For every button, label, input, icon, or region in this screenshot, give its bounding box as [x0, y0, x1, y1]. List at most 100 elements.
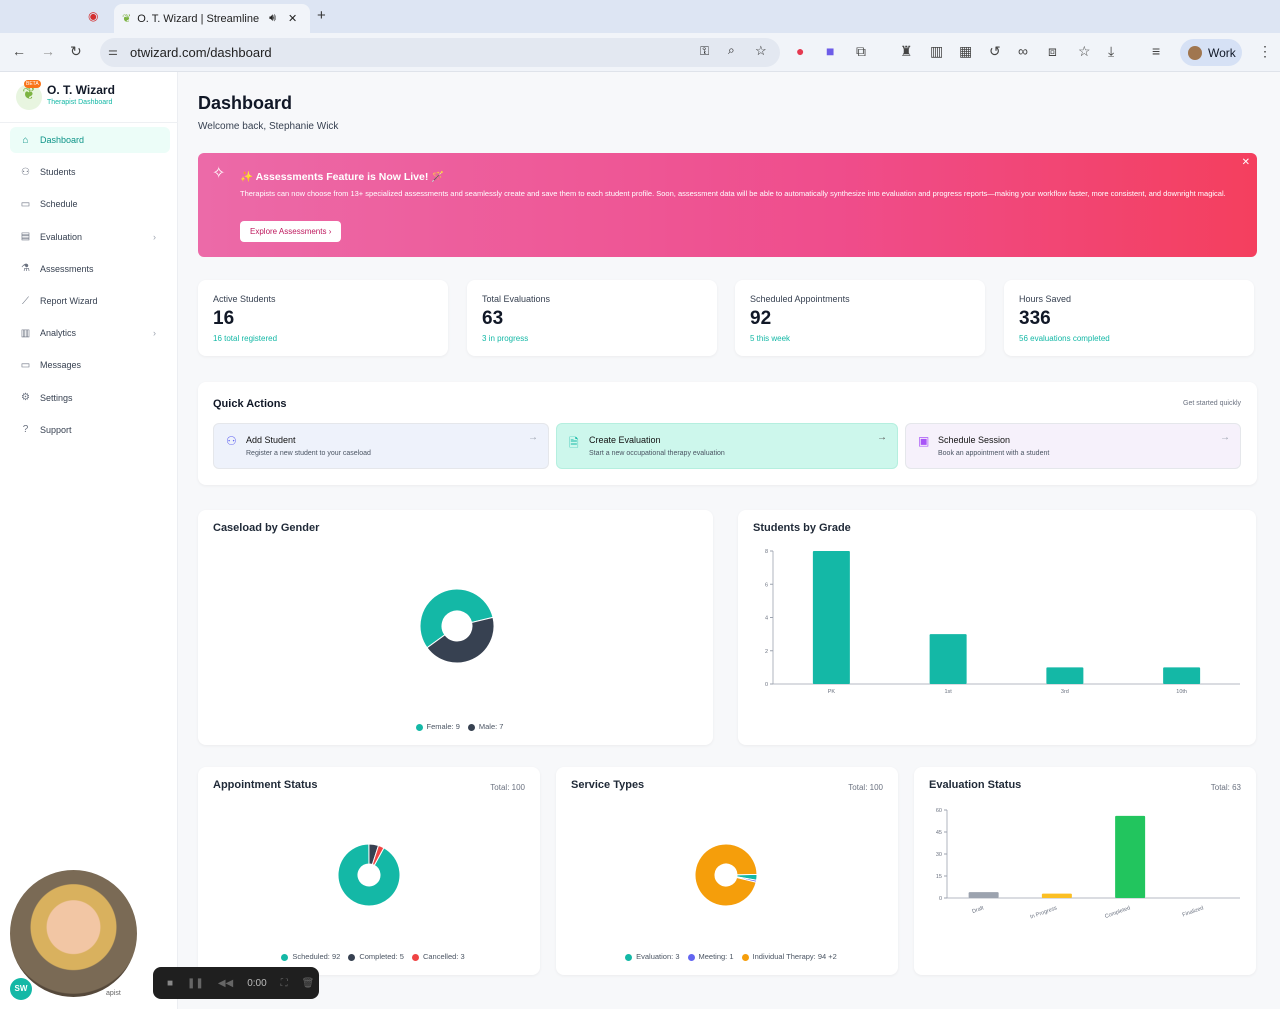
stat-card: Active Students 16 16 total registered: [198, 280, 448, 356]
qr-code-icon[interactable]: ▦: [959, 43, 973, 59]
back-icon[interactable]: ←: [12, 43, 26, 59]
browser-tab[interactable]: ❦ O. T. Wizard | Streamline 🔊︎ ✕: [114, 4, 310, 33]
delete-icon[interactable]: 🗑︎: [301, 977, 315, 989]
x-tick-label: Completed: [1104, 905, 1131, 920]
sidebar-item-support[interactable]: ? Support: [10, 417, 170, 443]
profile-button[interactable]: Work: [1180, 39, 1242, 66]
address-bar[interactable]: ⚌ otwizard.com/dashboard ⚿ ⌕ ☆: [100, 38, 780, 67]
browser-tab-bar: ◉ ❦ O. T. Wizard | Streamline 🔊︎ ✕ +: [0, 0, 1280, 33]
stat-value: 336: [1019, 308, 1051, 329]
donut-chart: [337, 843, 401, 907]
rewind-icon[interactable]: ◀◀: [217, 977, 234, 989]
bar-completed[interactable]: [1115, 815, 1146, 898]
sidebar-item-students[interactable]: ⚇ Students: [10, 159, 170, 185]
bookmarks-icon[interactable]: ☆: [1078, 43, 1091, 59]
y-tick-label: 0: [939, 896, 942, 902]
user-plus-icon: ⚇: [226, 434, 237, 448]
download-icon[interactable]: ⤓: [1108, 43, 1115, 59]
password-key-icon[interactable]: ⚿: [700, 44, 710, 58]
bar-1st[interactable]: [929, 634, 967, 684]
browser-toolbar: ← → ↻ ⚌ otwizard.com/dashboard ⚿ ⌕ ☆ ● ■…: [0, 33, 1280, 72]
extension-purple-icon[interactable]: ■: [826, 43, 835, 59]
close-banner-icon[interactable]: ✕: [1241, 157, 1250, 168]
site-settings-icon[interactable]: ⚌: [108, 46, 118, 58]
legend-more[interactable]: +2: [828, 952, 837, 961]
media-icon[interactable]: ≡: [1152, 43, 1161, 59]
slice-male[interactable]: [426, 616, 495, 664]
sidebar-item-schedule[interactable]: ▭ Schedule: [10, 191, 170, 217]
legend-dot: [467, 723, 475, 731]
chart-legend: Scheduled: 92 Completed: 5 Cancelled: 3: [198, 952, 540, 961]
recorder-controls: ■ ❚❚ ◀◀ 0:00 ⛶ 🗑︎: [153, 967, 319, 999]
chart-legend: Evaluation: 3 Meeting: 1 Individual Therap…: [556, 952, 898, 961]
action-desc: Register a new student to your caseload: [246, 450, 371, 457]
sidebar-item-report-wizard[interactable]: ⟋ Report Wizard: [10, 288, 170, 314]
slice-scheduled[interactable]: [337, 843, 401, 907]
extensions-icon[interactable]: ⧉: [856, 43, 866, 59]
legend-item: Male: 7: [478, 722, 504, 731]
x-tick-label: In Progress: [1029, 905, 1058, 920]
menu-kebab-icon[interactable]: ⋮: [1258, 43, 1272, 59]
legend-item: Scheduled: 92: [292, 952, 341, 961]
link-icon[interactable]: ∞: [1018, 43, 1028, 59]
sidebar-item-dashboard[interactable]: ⌂ Dashboard: [10, 127, 170, 153]
arrow-right-icon: →: [877, 432, 887, 443]
y-tick-label: 60: [936, 808, 942, 814]
zoom-icon[interactable]: ⌕: [728, 43, 735, 57]
bookmark-star-icon[interactable]: ☆: [755, 43, 767, 58]
sidebar-item-label: Support: [40, 424, 72, 435]
crop-icon[interactable]: ⛶: [280, 977, 288, 989]
record-icon[interactable]: ◉: [88, 9, 99, 23]
incognito-icon[interactable]: ♜: [900, 43, 913, 59]
close-tab-icon[interactable]: ✕: [288, 13, 298, 25]
add-student-button[interactable]: ⚇ Add Student Register a new student to yo…: [213, 423, 549, 469]
stat-label: Active Students: [213, 294, 276, 304]
trash-icon[interactable]: ▥: [930, 43, 944, 59]
explore-assessments-label: Explore Assessments: [250, 227, 327, 236]
sidebar-item-messages[interactable]: ▭ Messages: [10, 352, 170, 378]
bar-10th[interactable]: [1163, 667, 1201, 684]
create-evaluation-button[interactable]: 🗎︎ Create Evaluation Start a new occupatio…: [556, 423, 898, 469]
new-tab-icon[interactable]: +: [317, 7, 326, 24]
sidebar-item-analytics[interactable]: ▥ Analytics ›: [10, 320, 170, 346]
bar-in-progress[interactable]: [1041, 893, 1072, 898]
extension-red-icon[interactable]: ●: [796, 43, 805, 59]
sidebar-item-assessments[interactable]: ⚗ Assessments: [10, 256, 170, 282]
chevron-right-icon: ›: [153, 328, 156, 339]
stat-label: Total Evaluations: [482, 294, 551, 304]
search-page-icon[interactable]: ⧈: [1048, 43, 1057, 59]
stat-card: Total Evaluations 63 3 in progress: [467, 280, 717, 356]
bar-3rd[interactable]: [1046, 667, 1084, 684]
banner-title: ✨ Assessments Feature is Now Live! 🪄: [240, 171, 445, 183]
donut-chart: [694, 843, 758, 907]
reload-icon[interactable]: ↻: [70, 43, 82, 59]
y-tick-label: 6: [765, 582, 768, 588]
bar-pk[interactable]: [812, 551, 850, 684]
y-tick-label: 2: [765, 649, 768, 655]
slice-female[interactable]: [419, 588, 494, 649]
stat-label: Scheduled Appointments: [750, 294, 850, 304]
explore-assessments-button[interactable]: Explore Assessments ›: [240, 221, 342, 242]
sidebar: ❦ BETA O. T. Wizard Therapist Dashboard …: [0, 72, 178, 1009]
legend-dot: [687, 953, 695, 961]
forward-icon[interactable]: →: [41, 43, 55, 59]
sidebar-item-evaluation[interactable]: ▤ Evaluation ›: [10, 224, 170, 250]
history-icon[interactable]: ↺: [989, 43, 1001, 59]
url-text: otwizard.com/dashboard: [130, 45, 272, 60]
sidebar-item-label: Schedule: [40, 199, 78, 210]
slice-individual-therapy[interactable]: [694, 843, 758, 907]
chevron-right-icon: ›: [328, 227, 332, 236]
legend-item: Completed: 5: [359, 952, 404, 961]
pause-icon[interactable]: ❚❚: [187, 977, 204, 989]
user-avatar[interactable]: SW: [10, 978, 32, 1000]
schedule-session-button[interactable]: ▣ Schedule Session Book an appointment wit…: [905, 423, 1241, 469]
chart-total: Total: 63: [1210, 783, 1241, 792]
bar-draft[interactable]: [968, 892, 999, 898]
slice-cancelled[interactable]: [371, 844, 385, 867]
stop-icon[interactable]: ■: [167, 977, 174, 989]
legend-dot: [415, 723, 423, 731]
speaker-icon[interactable]: 🔊︎: [269, 12, 277, 24]
action-desc: Book an appointment with a student: [938, 450, 1050, 457]
calendar-icon: ▭: [20, 198, 31, 210]
sidebar-item-settings[interactable]: ⚙ Settings: [10, 385, 170, 411]
